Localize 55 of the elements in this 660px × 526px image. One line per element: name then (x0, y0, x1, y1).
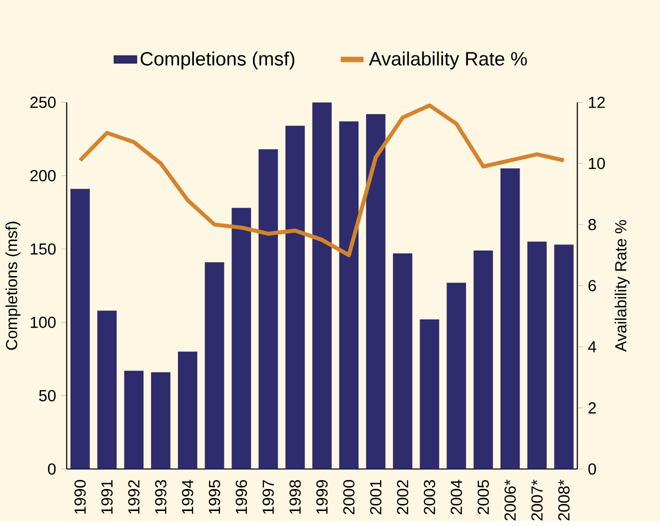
legend-label: Availability Rate % (368, 52, 527, 70)
y-tick-label: 150 (30, 244, 56, 255)
bar (527, 242, 547, 470)
y2-tick-label: 12 (588, 96, 605, 108)
x-tick-label: 2008* (558, 480, 570, 521)
bar (474, 250, 493, 470)
bar (97, 310, 117, 470)
y-tick-label: 250 (30, 96, 56, 108)
y-tick-label: 100 (30, 316, 56, 328)
x-tick-label: 1994 (182, 480, 194, 514)
x-tick-label: 2000 (343, 480, 355, 514)
y2-tick-label: 2 (588, 402, 596, 414)
y2-axis-title: Availability Rate % (614, 220, 630, 352)
bar (232, 208, 252, 470)
x-tick-label: 2002 (396, 480, 408, 514)
x-tick-label: 2005 (478, 480, 489, 514)
bar (420, 320, 440, 470)
x-tick-label: 2007* (531, 480, 543, 521)
bar (446, 282, 466, 470)
x-tick-label: 1999 (316, 480, 328, 514)
x-tick-label: 1991 (101, 480, 113, 514)
bar (339, 122, 359, 470)
y-tick-label: 50 (39, 390, 56, 402)
x-tick-label: 1995 (208, 480, 220, 514)
y2-tick-label: 6 (588, 280, 596, 292)
x-tick-label: 1993 (155, 480, 166, 514)
y2-tick-label: 8 (588, 219, 596, 230)
bar (124, 370, 144, 470)
bar (70, 189, 90, 470)
x-tick-label: 2001 (370, 480, 382, 514)
x-tick-label: 1996 (236, 480, 248, 514)
x-tick-label: 1997 (262, 480, 274, 514)
bar (285, 126, 305, 470)
y-axis-title: Completions (msf) (6, 222, 20, 350)
x-tick-label: 1998 (289, 480, 301, 514)
bar (258, 149, 278, 470)
y2-tick-label: 4 (588, 341, 596, 352)
bar (151, 372, 170, 470)
bar (392, 254, 412, 470)
x-tick-label: 2003 (424, 480, 436, 514)
bar (500, 168, 520, 470)
x-tick-label: 1990 (74, 480, 86, 514)
y-tick-label: 200 (30, 170, 56, 182)
bar (366, 114, 386, 470)
legend-label: Completions (msf) (140, 52, 294, 70)
y2-tick-label: 10 (588, 158, 605, 170)
y2-tick-label: 0 (588, 464, 596, 475)
bar (178, 352, 198, 470)
bar (312, 102, 332, 470)
y-tick-label: 0 (48, 464, 56, 475)
x-tick-label: 2004 (450, 480, 462, 514)
bar (554, 244, 574, 470)
x-tick-label: 1992 (128, 480, 140, 514)
x-tick-label: 2006* (504, 480, 516, 521)
bar (204, 262, 224, 470)
